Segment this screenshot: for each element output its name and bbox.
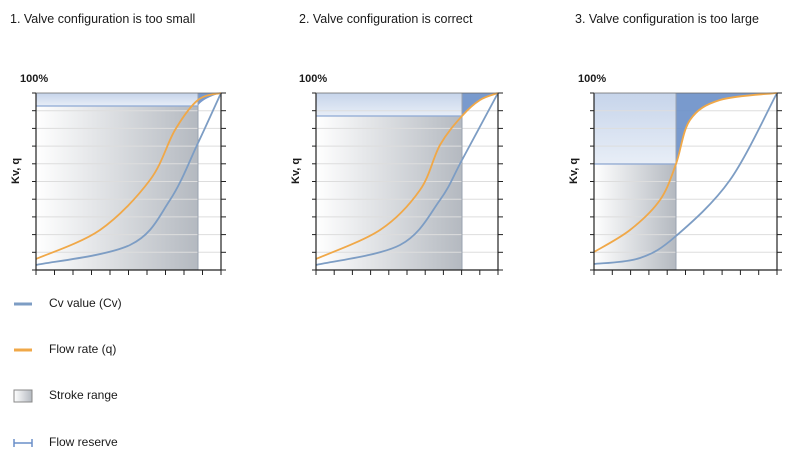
flow-reserve-fill-3 [676,93,777,164]
legend-item-cv: Cv value (Cv) [12,292,312,316]
legend-item-flow: Flow rate (q) [12,338,312,362]
stroke-range-1 [36,106,198,270]
orange-line-icon [14,348,32,352]
legend-label-flow: Flow rate (q) [49,342,117,356]
flow-curve-1 [35,92,222,260]
valve-diagram [32,92,782,275]
flow-curve-3 [593,92,778,253]
flow-curve-2 [315,92,499,260]
flow-reserve-band-2 [316,93,462,116]
flow-reserve-band-1 [36,93,198,106]
chart-panel-2 [312,92,503,275]
legend-label-reserve: Flow reserve [49,435,118,449]
gradient-box-icon [13,389,33,403]
top-label-2: 100% [299,73,328,85]
panel-title-2: 2. Valve configuration is correct [299,12,473,26]
legend-item-stroke: Stroke range [12,384,312,408]
blue-line-icon [14,302,32,306]
top-label-3: 100% [578,73,607,85]
cv-curve-1 [35,92,222,266]
top-label-1: 100% [20,73,49,85]
range-bracket-icon [13,439,33,447]
chart-panel-1 [32,92,226,275]
panel-title-3: 3. Valve configuration is too large [575,12,759,26]
cv-curve-2 [315,92,499,266]
panel-title-1: 1. Valve configuration is too small [10,12,196,26]
flow-reserve-fill-2 [462,93,498,116]
legend-item-reserve: Flow reserve [12,431,312,455]
cv-curve-3 [593,92,778,265]
legend-label-cv: Cv value (Cv) [49,296,122,310]
chart-panel-3 [590,92,782,275]
legend-label-stroke: Stroke range [49,388,118,402]
stroke-range-2 [316,116,462,270]
